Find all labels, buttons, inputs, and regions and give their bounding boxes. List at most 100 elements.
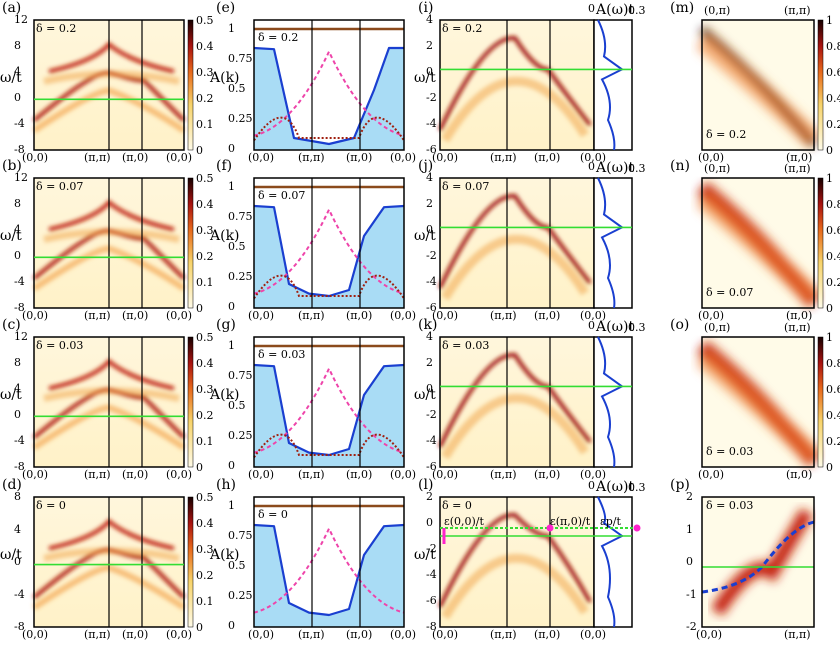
xtick: (0,0) — [390, 309, 417, 322]
cbar-tick: 0.2 — [196, 569, 214, 582]
y-axis-label: ω/t — [414, 228, 436, 244]
map-corner: (0,π) — [704, 321, 731, 334]
xtick: (π,0) — [346, 151, 373, 164]
ytick: 0 — [14, 91, 21, 104]
cbar-tick: 0.4 — [196, 357, 214, 370]
ytick: -8 — [14, 301, 25, 314]
ytick: 0.5 — [228, 559, 246, 572]
ytick: 2 — [686, 490, 693, 503]
ytick: 0 — [426, 382, 433, 395]
xtick: (π,π) — [84, 309, 111, 322]
y-axis-label: ω/t — [0, 387, 22, 403]
panel-letter: (l) — [418, 477, 434, 493]
map-corner: (π,π) — [784, 4, 811, 17]
xtick: (0,0) — [390, 468, 417, 481]
xtick: (0,0) — [248, 628, 275, 641]
map-delta-label: δ = 0.2 — [706, 128, 747, 141]
ytick: -8 — [426, 620, 437, 633]
ytick: 1 — [228, 499, 235, 512]
cbar-tick: 0.2 — [196, 92, 214, 105]
ytick: -6 — [426, 301, 437, 314]
ytick: 1 — [686, 522, 693, 536]
ytick: 0.25 — [228, 589, 253, 602]
cbar-tick: 0.4 — [826, 250, 840, 263]
ytick: 0.5 — [228, 399, 246, 412]
ytick: -4 — [426, 117, 437, 130]
xtick: (0,0) — [432, 309, 459, 322]
xtick: (0,0) — [22, 151, 49, 164]
map-delta-label: δ = 0.03 — [706, 499, 754, 512]
delta-label: δ = 0.07 — [442, 180, 490, 193]
xtick: (0,0) — [580, 628, 607, 641]
dos-tick: 0 — [588, 2, 595, 15]
y-axis-label: A(k) — [210, 547, 240, 563]
ytick: 0.75 — [228, 369, 253, 382]
ytick: 0.25 — [228, 270, 253, 283]
delta-label: δ = 0.03 — [442, 339, 490, 352]
ytick: -1 — [686, 587, 697, 601]
xtick: (0,0) — [390, 151, 417, 164]
cbar-tick: 0.2 — [196, 250, 214, 263]
cbar-tick: 1 — [826, 14, 833, 27]
xtick: (0,0) — [22, 628, 49, 641]
y-axis-label: ω/t — [0, 547, 22, 563]
ytick: -2 — [426, 408, 437, 421]
ytick: 0 — [426, 223, 433, 236]
xtick: (π,π) — [298, 309, 325, 322]
dos-label: A(ω)t — [596, 319, 635, 335]
xtick: (0,0) — [580, 151, 607, 164]
xtick: (π,0) — [122, 151, 149, 164]
dos-tick: 0.3 — [628, 321, 646, 334]
map-corner: (0,0) — [698, 468, 725, 481]
dos-panel — [593, 496, 633, 628]
dos-tick: 0.3 — [628, 162, 646, 175]
ytick: -2 — [426, 542, 437, 555]
panel-letter: (k) — [418, 317, 438, 333]
ytick: 0.5 — [228, 240, 246, 253]
ytick: 0.75 — [228, 52, 253, 65]
ytick: 0 — [426, 516, 433, 529]
xtick: (π,0) — [346, 309, 373, 322]
xtick: (0,0) — [166, 151, 193, 164]
ytick: 8 — [14, 490, 21, 503]
ytick: 4 — [14, 223, 21, 236]
map-corner: (π,π) — [784, 162, 811, 175]
xtick: (π,π) — [84, 468, 111, 481]
ytick: 0.5 — [228, 82, 246, 95]
xtick: (0,0) — [22, 468, 49, 481]
ytick: -4 — [14, 587, 25, 601]
cbar-tick: 0.8 — [826, 198, 840, 211]
ytick: 12 — [14, 13, 28, 26]
cbar-tick: 0.6 — [826, 383, 840, 396]
ytick: -4 — [14, 117, 25, 130]
dos-label: A(ω)t — [596, 160, 635, 176]
dos-tick: 0 — [588, 160, 595, 173]
y-axis-label: A(k) — [210, 387, 240, 403]
ytick: -2 — [426, 249, 437, 262]
xtick: (0,0) — [580, 468, 607, 481]
cbar-tick: 0.2 — [826, 118, 840, 131]
ytick: 0.75 — [228, 529, 253, 542]
cbar-tick: 0 — [196, 461, 203, 474]
panel-letter: (i) — [418, 0, 434, 16]
cbar-tick: 0.5 — [196, 14, 214, 27]
ytick: 0 — [426, 65, 433, 78]
dos-panel — [593, 336, 633, 468]
cbar-tick: 0.8 — [826, 40, 840, 53]
ytick: 2 — [426, 197, 433, 210]
cbar-tick: 0.2 — [196, 409, 214, 422]
ytick: 12 — [14, 330, 28, 343]
ytick: -4 — [426, 275, 437, 288]
xtick: (0,0) — [580, 309, 607, 322]
cbar-tick: 1 — [826, 331, 833, 344]
ytick: -8 — [14, 143, 25, 156]
map-corner: (0,0) — [698, 309, 725, 322]
map-corner: (0,0) — [698, 151, 725, 164]
ytick: 0 — [14, 408, 21, 421]
cbar-tick: 0 — [196, 302, 203, 315]
xtick: (0,0) — [432, 151, 459, 164]
map-corner: (π,π) — [784, 321, 811, 334]
xtick: (0,0) — [432, 628, 459, 641]
panel-letter: (h) — [216, 477, 236, 493]
epsilon-label: ε(0,0)/t — [444, 515, 484, 528]
